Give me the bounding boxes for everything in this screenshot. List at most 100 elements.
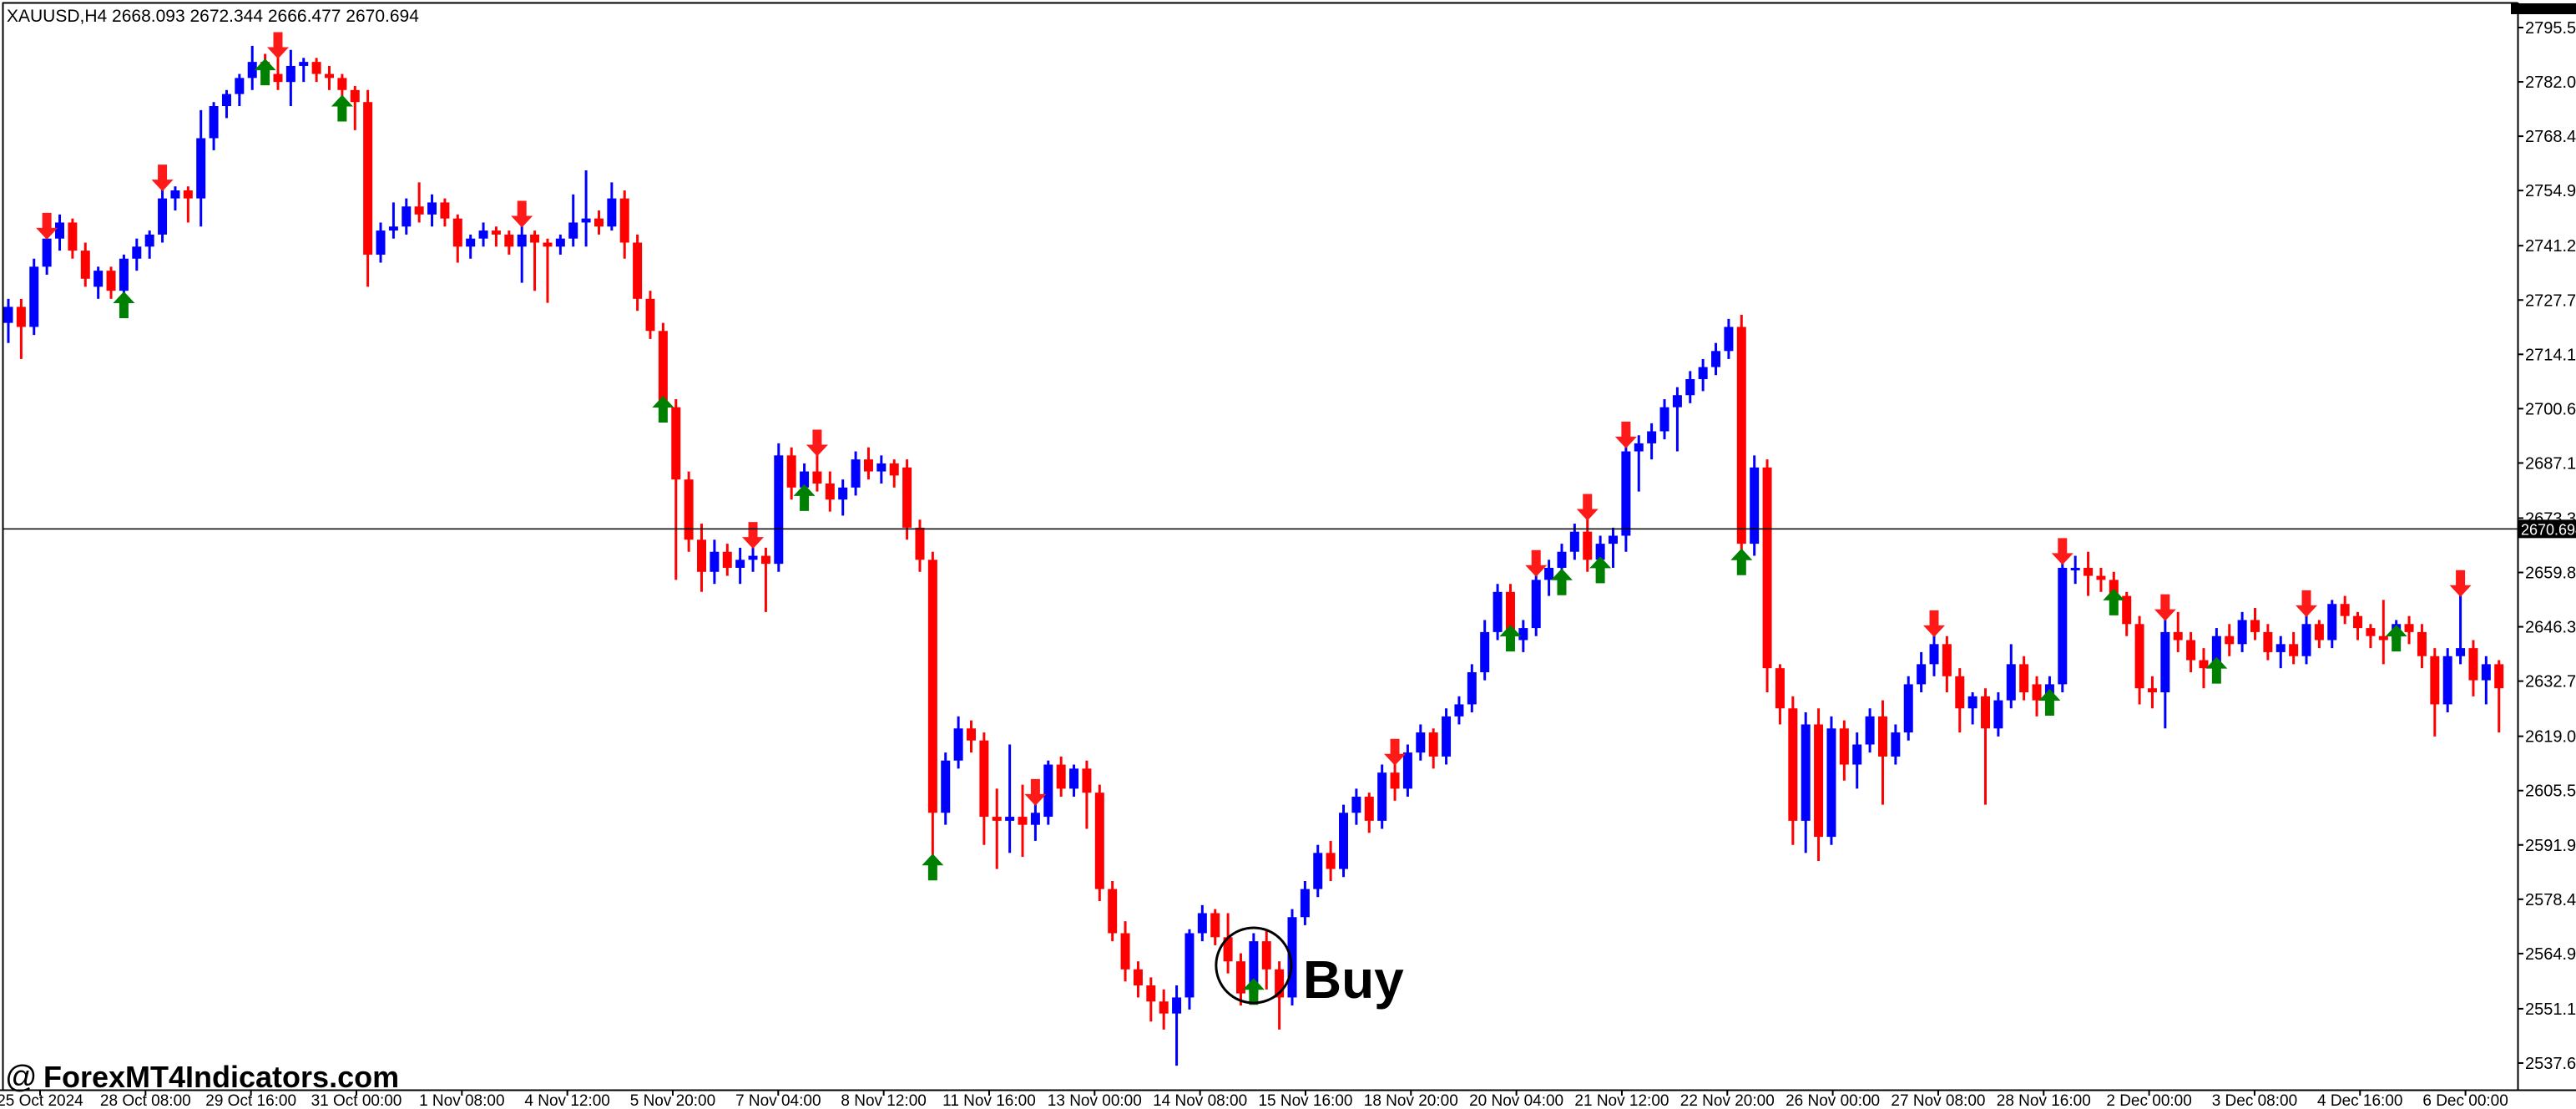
sell-arrow-icon — [36, 212, 58, 240]
x-axis-label: 20 Nov 04:00 — [1469, 1092, 1563, 1109]
candle-down — [1146, 977, 1156, 1022]
candle-body — [3, 306, 13, 323]
candle-body — [1146, 985, 1156, 1002]
candle-body — [735, 560, 745, 568]
candle-up — [2237, 611, 2247, 652]
candle-body — [2070, 567, 2080, 570]
candle-up — [1313, 844, 1323, 898]
buy-signal-circle — [1215, 926, 1293, 1005]
candle-body — [889, 463, 899, 476]
candle-up — [144, 230, 154, 259]
candle-body — [55, 222, 65, 239]
candle-body — [1094, 793, 1104, 889]
candle-up — [1467, 664, 1477, 713]
candle-up — [1339, 804, 1349, 878]
candle-body — [1659, 407, 1669, 432]
candle-down — [1877, 700, 1887, 805]
x-axis-label: 7 Nov 04:00 — [735, 1092, 821, 1109]
y-axis-label: 2700.640 — [2525, 400, 2576, 418]
buy-arrow-icon — [793, 484, 816, 511]
candle-body — [2468, 648, 2478, 681]
candle-up — [953, 716, 963, 769]
candle-body — [555, 238, 565, 247]
candle-up — [1287, 909, 1297, 1006]
y-axis-label: 2782.025 — [2525, 73, 2576, 92]
candle-up — [1416, 724, 1426, 761]
candle-up — [427, 194, 437, 227]
candle-up — [2006, 644, 2016, 709]
candle-down — [1133, 961, 1143, 998]
candle-down — [1762, 459, 1772, 693]
candle-down — [1955, 668, 1965, 733]
buy-annotation-label: Buy — [1303, 949, 1404, 1010]
candle-body — [530, 234, 540, 243]
candle-body — [388, 226, 398, 231]
candle-down — [671, 399, 681, 580]
buy-arrow-icon — [1242, 978, 1265, 1005]
candle-body — [16, 306, 26, 327]
candle-body — [2494, 664, 2504, 689]
candle-body — [1609, 535, 1618, 544]
candle-down — [1364, 793, 1374, 833]
candle-body — [2314, 624, 2324, 641]
candle-up — [1531, 571, 1541, 636]
candle-down — [2378, 600, 2388, 665]
candle-body — [221, 94, 231, 107]
buy-arrow-icon — [113, 291, 135, 319]
candle-body — [1839, 728, 1849, 765]
candle-up — [1030, 800, 1040, 841]
candle-down — [1275, 961, 1285, 1030]
candle-body — [2327, 604, 2337, 641]
y-axis-label: 2646.315 — [2525, 619, 2576, 637]
candle-up — [299, 58, 309, 83]
candle-up — [1891, 724, 1901, 765]
candle-down — [2173, 611, 2183, 652]
candle-body — [774, 455, 784, 565]
candle-body — [504, 234, 514, 247]
candle-body — [2096, 575, 2106, 580]
candle-body — [1454, 704, 1464, 717]
candle-body — [466, 238, 476, 247]
candle-body — [132, 246, 142, 259]
candle-body — [1814, 724, 1824, 838]
y-axis-label: 2591.990 — [2525, 837, 2576, 855]
candle-body — [517, 234, 527, 247]
candle-up — [1351, 788, 1361, 825]
candle-down — [1261, 929, 1271, 990]
candle-body — [1249, 941, 1259, 994]
candle-up — [1172, 985, 1182, 1066]
candle-up — [2070, 555, 2080, 585]
candle-up — [2327, 600, 2337, 649]
candle-down — [16, 298, 26, 359]
x-axis-label: 26 Nov 00:00 — [1786, 1092, 1880, 1109]
candle-body — [979, 740, 989, 818]
candle-body — [2378, 636, 2388, 641]
current-price-tag: 2670.694 — [2518, 519, 2576, 539]
candle-down — [1094, 784, 1104, 902]
candle-down — [593, 210, 604, 235]
candle-body — [2032, 684, 2042, 701]
y-axis-label: 2564.930 — [2525, 945, 2576, 964]
candle-body — [2109, 580, 2119, 596]
candle-up — [1377, 764, 1387, 829]
candle-body — [671, 407, 681, 480]
candle-body — [2456, 648, 2466, 656]
candle-body — [1275, 969, 1285, 998]
candle-up — [2456, 591, 2466, 665]
candle-down — [927, 551, 937, 878]
candle-up — [1442, 708, 1452, 765]
buy-arrow-icon — [652, 396, 674, 423]
candle-body — [902, 467, 912, 528]
candle-body — [491, 230, 501, 235]
candle-up — [247, 45, 257, 90]
candle-up — [1493, 584, 1503, 641]
y-axis-label: 2537.665 — [2525, 1055, 2576, 1073]
candle-body — [812, 471, 822, 484]
candle-up — [555, 234, 565, 255]
candle-body — [299, 62, 309, 66]
candle-down — [452, 214, 462, 263]
candle-body — [235, 78, 245, 94]
candle-down — [1223, 913, 1233, 974]
candle-body — [209, 106, 219, 139]
